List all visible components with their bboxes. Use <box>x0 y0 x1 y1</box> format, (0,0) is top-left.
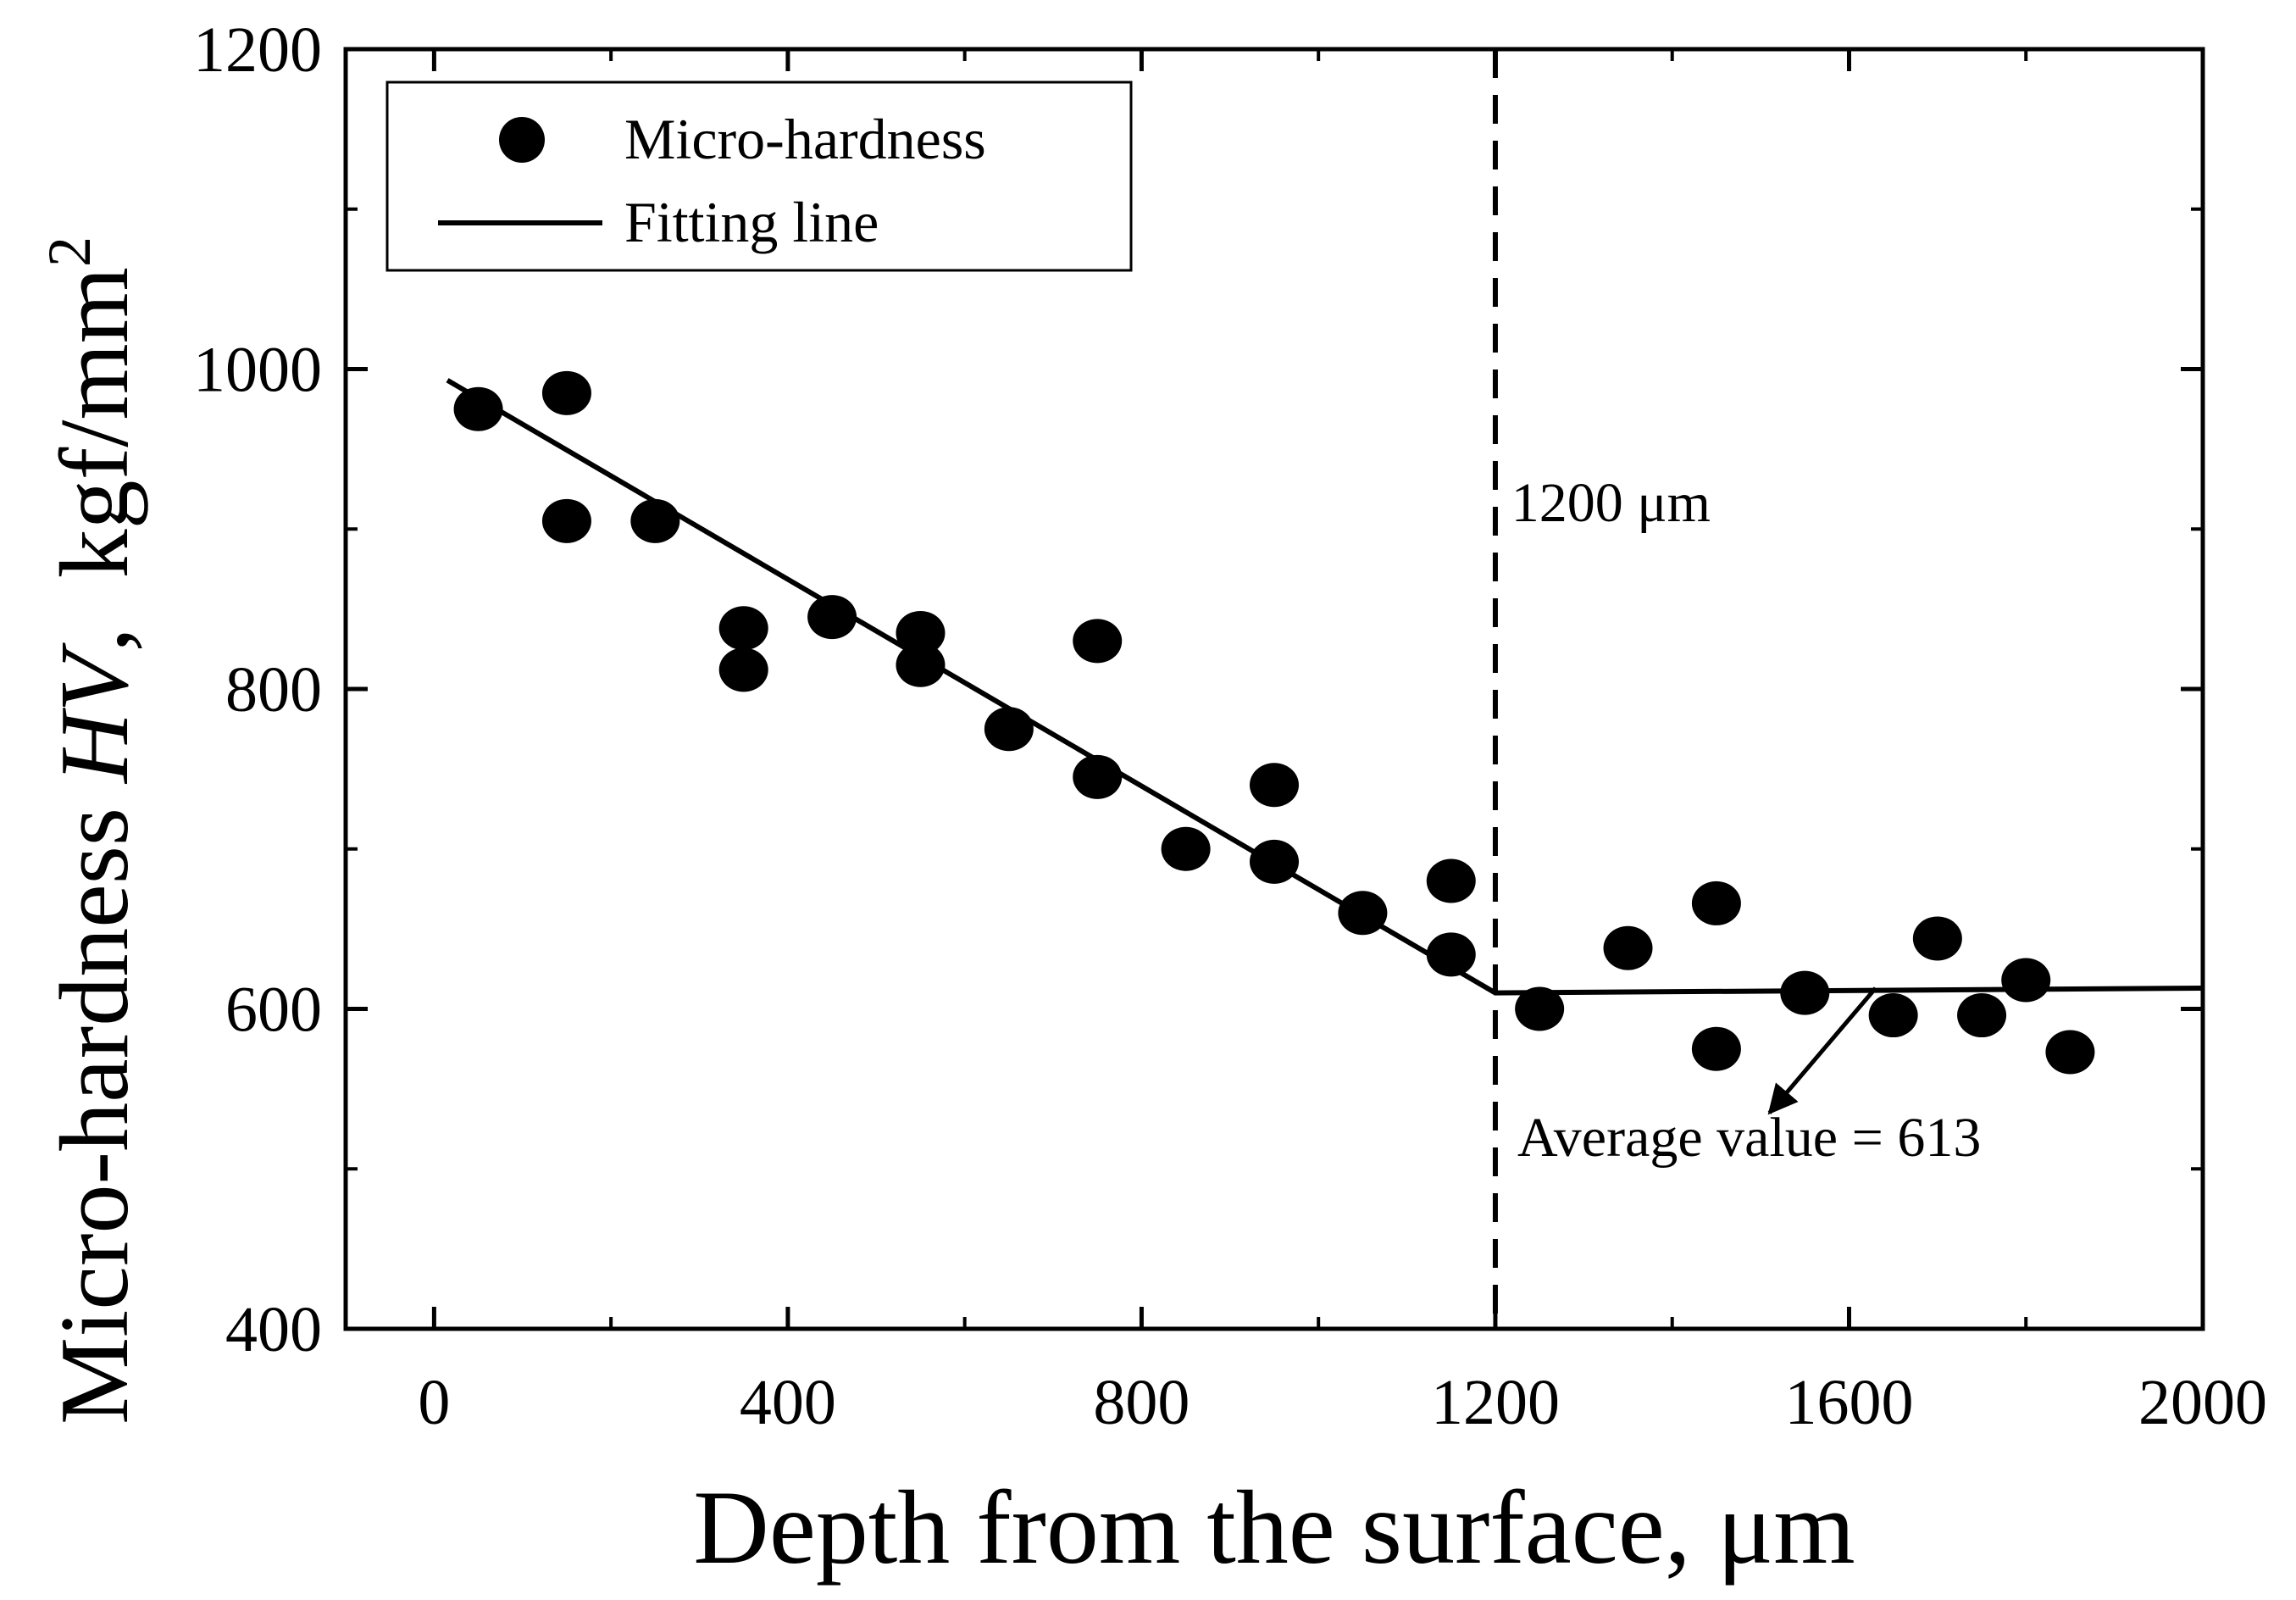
data-point <box>1780 970 1830 1015</box>
fitting-line <box>446 378 2204 996</box>
data-points <box>453 370 2095 1075</box>
data-point <box>1250 839 1299 884</box>
data-point <box>1426 858 1476 903</box>
data-point <box>453 386 503 431</box>
data-point <box>1691 1026 1741 1071</box>
data-point <box>896 642 946 687</box>
data-point <box>718 647 768 692</box>
y-tick-label: 800 <box>225 654 322 725</box>
y-tick-label: 400 <box>225 1294 322 1365</box>
y-tick-label: 1200 <box>193 14 322 86</box>
y-tick-label: 1000 <box>193 335 322 406</box>
x-tick-label: 400 <box>740 1367 836 1438</box>
y-tick-label: 600 <box>225 975 322 1046</box>
legend-box <box>385 81 1133 272</box>
data-point <box>718 606 768 651</box>
y-axis-title: Micro-hardness HV, kgf/mm2 <box>36 236 149 1425</box>
x-axis: 0 400 800 1200 1600 2000 <box>418 49 2267 1438</box>
data-point <box>1250 763 1299 808</box>
average-arrow <box>1767 986 1877 1115</box>
legend-marker-micro-hardness <box>499 117 545 163</box>
data-point <box>1515 986 1565 1031</box>
data-point <box>1603 925 1653 970</box>
data-point <box>2001 958 2051 1003</box>
data-point <box>896 610 946 655</box>
x-tick-label: 0 <box>418 1367 450 1438</box>
data-point <box>1161 826 1211 871</box>
data-point <box>1073 754 1123 799</box>
data-point <box>2045 1030 2095 1075</box>
legend-label-fitting-line: Fitting line <box>624 190 879 254</box>
data-point <box>1957 993 2007 1038</box>
data-point <box>1912 916 1962 961</box>
y-axis-title-unit: kgf/mm <box>41 267 149 578</box>
x-tick-label: 800 <box>1093 1367 1190 1438</box>
average-value-label: Average value = 613 <box>1517 1107 1981 1169</box>
y-axis-title-unit-exponent: 2 <box>36 236 103 267</box>
x-tick-label: 1200 <box>1431 1367 1560 1438</box>
x-tick-label: 1600 <box>1784 1367 1913 1438</box>
legend: Micro-hardness Fitting line <box>385 81 1133 272</box>
data-point <box>1691 881 1741 925</box>
y-axis-title-separator: , <box>41 578 149 652</box>
data-point <box>541 370 591 415</box>
legend-label-micro-hardness: Micro-hardness <box>624 107 986 171</box>
y-axis-title-prefix: Micro-hardness <box>41 783 149 1425</box>
x-tick-label: 2000 <box>2138 1367 2267 1438</box>
y-axis-title-symbol: HV <box>41 642 149 785</box>
data-point <box>541 498 591 543</box>
y-axis: 400 600 800 1000 1200 <box>193 14 2203 1365</box>
data-point <box>1868 993 1918 1038</box>
data-point <box>630 498 680 543</box>
data-point <box>1073 619 1123 664</box>
data-point <box>984 707 1034 752</box>
data-point <box>1338 891 1388 936</box>
x-axis-title: Depth from the surface, μm <box>693 1469 1855 1586</box>
data-point <box>1426 932 1476 977</box>
data-point <box>807 595 857 640</box>
depth-threshold-label: 1200 μm <box>1511 472 1711 534</box>
